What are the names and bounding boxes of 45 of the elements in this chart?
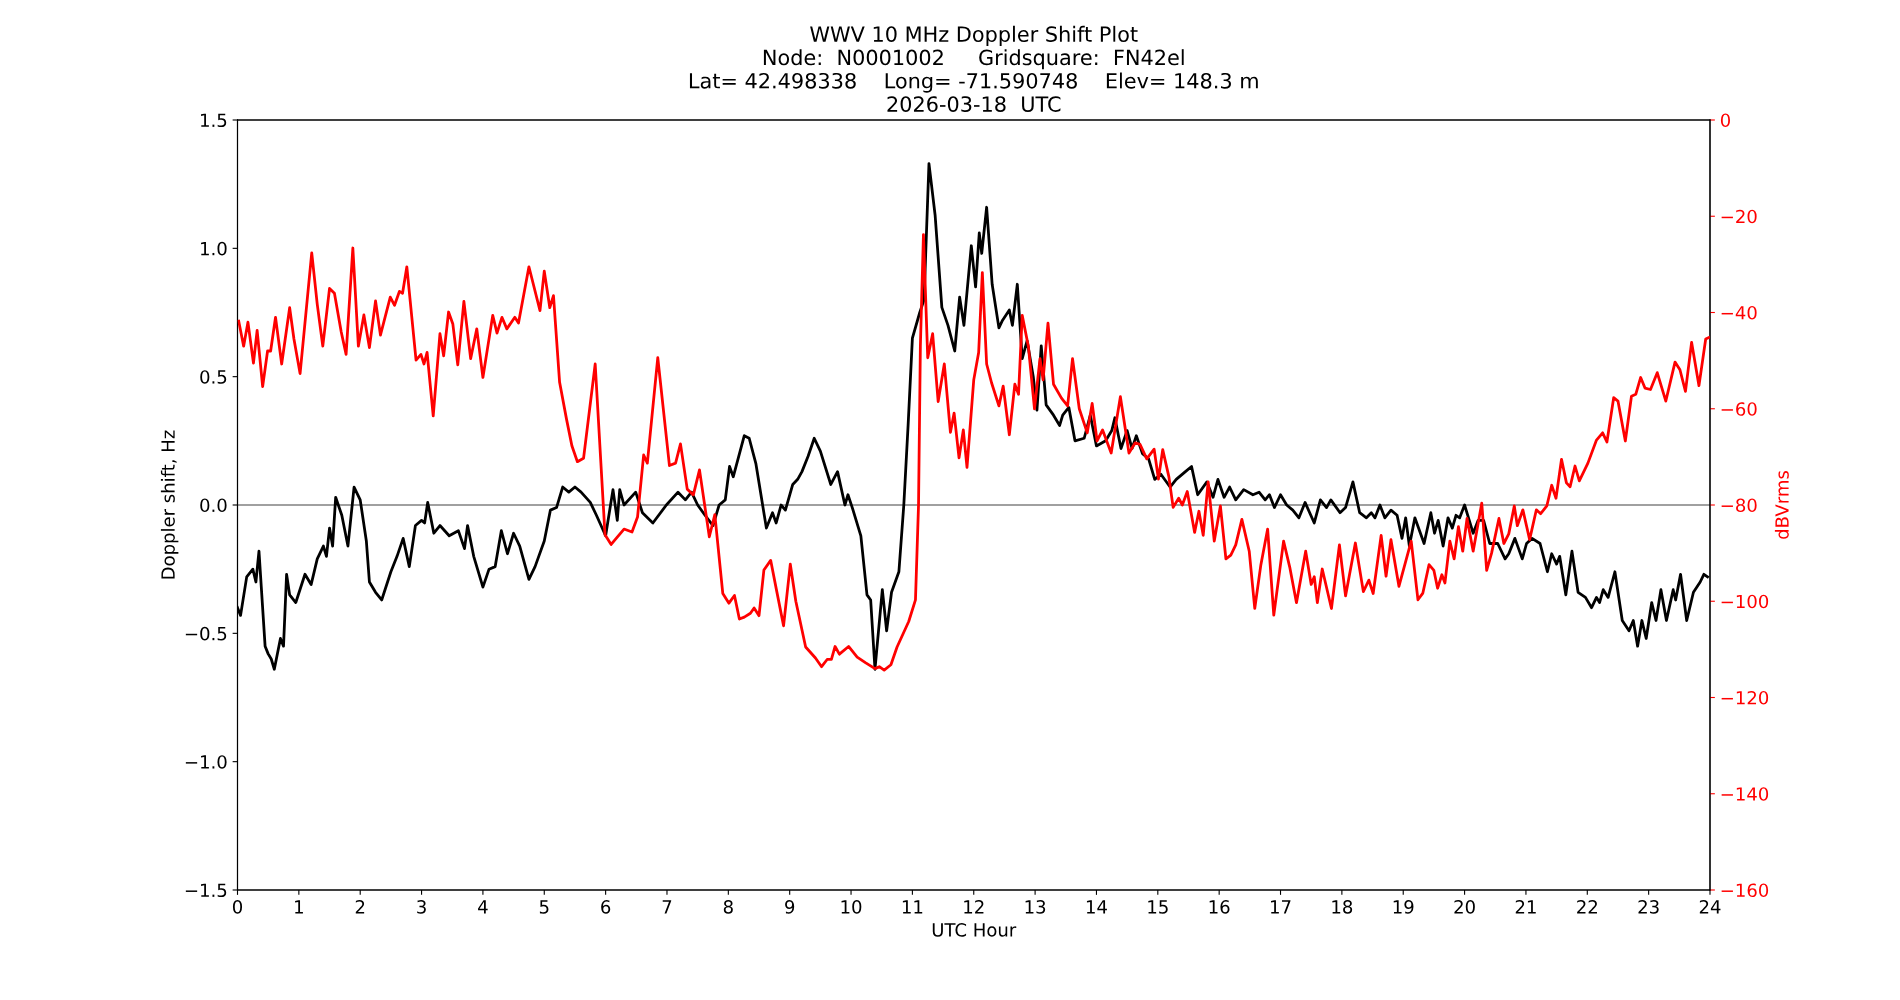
y-tick-label: −0.5 bbox=[185, 626, 227, 641]
x-tick-label: 4 bbox=[478, 900, 488, 914]
y2-tick-label: −80 bbox=[1721, 498, 1757, 513]
y-tick-label: 1.5 bbox=[201, 113, 227, 128]
y-axis-title: Doppler shift, Hz bbox=[160, 430, 179, 579]
y-tick-label: 0.0 bbox=[200, 498, 227, 513]
x-tick-label: 8 bbox=[723, 900, 733, 914]
x-tick-label: 24 bbox=[1699, 900, 1721, 914]
x-tick-label: 10 bbox=[841, 900, 862, 914]
x-tick-label: 3 bbox=[417, 900, 426, 914]
y-tick-label: 1.0 bbox=[201, 241, 227, 256]
x-tick-label: 13 bbox=[1025, 900, 1046, 914]
y2-tick-label: −100 bbox=[1721, 594, 1769, 609]
x-tick-label: 22 bbox=[1577, 900, 1597, 914]
y2-tick-label: −120 bbox=[1721, 690, 1769, 705]
x-tick-label: 5 bbox=[539, 900, 549, 914]
y2-tick-label: −20 bbox=[1721, 209, 1757, 224]
y2-tick-label: −160 bbox=[1721, 883, 1769, 898]
y-tick-label: −1.5 bbox=[185, 883, 227, 898]
y2-tick-label: 0 bbox=[1720, 113, 1731, 128]
x-tick-label: 14 bbox=[1086, 900, 1107, 914]
x-tick-label: 1 bbox=[295, 900, 303, 914]
x-tick-label: 11 bbox=[902, 900, 923, 914]
x-tick-label: 6 bbox=[601, 900, 611, 914]
y2-tick-label: −40 bbox=[1721, 305, 1757, 320]
x-tick-label: 0 bbox=[232, 900, 243, 914]
x-tick-label: 20 bbox=[1454, 900, 1475, 914]
x-tick-label: 18 bbox=[1332, 900, 1353, 914]
x-tick-label: 2 bbox=[355, 900, 365, 914]
y-tick-label: −1.0 bbox=[185, 755, 227, 769]
y2-axis-title: dBVrms bbox=[1774, 471, 1789, 539]
x-tick-label: 9 bbox=[785, 900, 795, 914]
x-tick-label: 19 bbox=[1393, 900, 1414, 914]
y2-tick-label: −140 bbox=[1721, 787, 1769, 801]
y-tick-label: 0.5 bbox=[200, 370, 227, 384]
x-tick-label: 15 bbox=[1148, 900, 1168, 914]
chart-title: WWV 10 MHz Doppler Shift Plot Node: N0001002 Gridsquare: FN42el Lat= 42.498338 Long= -71.590748 Elev= 148.3 m 2026-03-18 UTC bbox=[689, 25, 1258, 112]
x-axis-title: UTC Hour bbox=[932, 923, 1017, 937]
x-tick-label: 16 bbox=[1209, 900, 1230, 914]
x-tick-label: 17 bbox=[1271, 900, 1291, 914]
x-tick-label: 12 bbox=[964, 900, 984, 914]
x-tick-label: 23 bbox=[1638, 900, 1659, 914]
x-tick-label: 21 bbox=[1515, 900, 1536, 914]
x-tick-label: 7 bbox=[662, 900, 672, 914]
y2-tick-label: −60 bbox=[1721, 402, 1757, 416]
